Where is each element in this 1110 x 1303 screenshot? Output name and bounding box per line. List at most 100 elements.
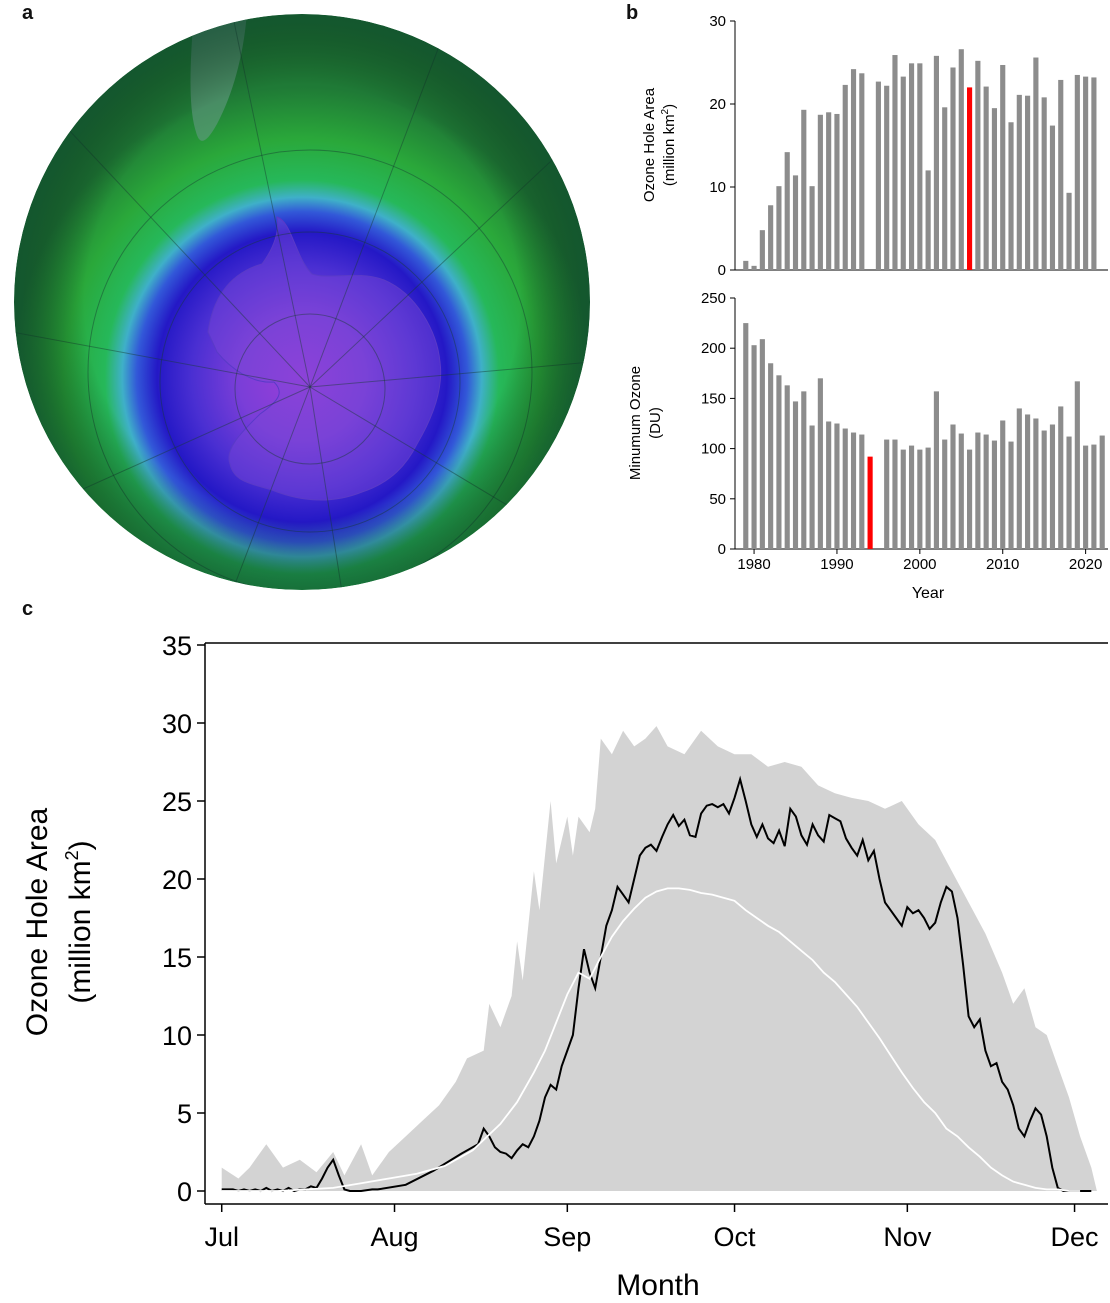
bar-2016: [1049, 125, 1056, 270]
bar-1979: [743, 323, 749, 549]
bar-1985: [792, 401, 799, 549]
y-tick-label: 30: [162, 709, 192, 739]
bar-1991: [842, 84, 848, 270]
bar-1988: [817, 114, 823, 270]
bar-2006: [967, 87, 973, 271]
bar-1983: [776, 186, 782, 270]
x-tick-label: Nov: [883, 1222, 932, 1252]
bar-2007: [975, 432, 981, 549]
bar-1995: [875, 81, 881, 270]
b-top-chart: 0 10 20 30 Ozone Hole Area (million km2): [641, 13, 1108, 279]
c-ylabel: Ozone Hole Area: [21, 807, 54, 1036]
y-tick-label: 0: [718, 262, 726, 279]
series-line-white: [221, 887, 1081, 1192]
bar-2004: [950, 67, 956, 270]
y-tick-label: 30: [709, 13, 726, 30]
c-xlabel: Month: [616, 1269, 699, 1302]
bar-1993: [859, 434, 865, 549]
bar-2014: [1033, 57, 1039, 270]
bar-1985: [792, 175, 799, 270]
bar-2001: [925, 447, 931, 549]
bar-1981: [759, 339, 765, 549]
bar-1997: [892, 55, 898, 270]
bar-1996: [884, 85, 890, 271]
x-tick-label: Dec: [1051, 1222, 1099, 1252]
bar-2019: [1074, 381, 1080, 549]
y-tick-label: 0: [177, 1177, 192, 1207]
panel-label-a: a: [22, 2, 34, 24]
bar-1982: [768, 363, 774, 549]
bar-1998: [900, 449, 906, 549]
y-tick-label: 150: [701, 390, 726, 407]
bar-1984: [784, 152, 790, 270]
bar-2007: [975, 60, 981, 271]
bar-1987: [809, 186, 815, 270]
y-tick-label: 35: [162, 631, 192, 661]
bar-2020: [1083, 445, 1089, 549]
b-top-ylabel-unit: (million km2): [660, 104, 678, 186]
x-tick-label: Sep: [543, 1222, 591, 1252]
y-tick-label: 10: [162, 1021, 192, 1051]
bar-2019: [1074, 74, 1080, 270]
x-tick-label: Aug: [370, 1222, 418, 1252]
bar-2009: [991, 108, 998, 271]
bar-2008: [983, 86, 989, 270]
bar-1989: [826, 421, 832, 549]
panel-label-c: c: [22, 598, 34, 620]
y-tick-label: 20: [162, 865, 192, 895]
x-tick-label: 1990: [820, 556, 853, 573]
y-tick-label: 5: [177, 1099, 192, 1129]
x-tick-label: 2000: [903, 556, 936, 573]
bar-1999: [908, 445, 915, 549]
bar-1986: [801, 391, 807, 549]
bar-2005: [958, 49, 964, 270]
b-bottom-chart: 0 50 100 150 200 250 1980 1990 2000 2010 2020 Min…: [627, 290, 1108, 602]
y-tick-label: 200: [701, 340, 726, 357]
bar-2000: [917, 449, 923, 549]
bar-1986: [801, 109, 807, 270]
panel-label-b: b: [626, 2, 639, 24]
bar-2000: [917, 63, 923, 270]
bar-2022: [1099, 435, 1105, 549]
bar-2013: [1025, 95, 1031, 270]
bar-1999: [908, 63, 915, 270]
bar-2021: [1091, 77, 1097, 270]
bar-1983: [776, 375, 782, 549]
bar-1979: [743, 260, 749, 270]
bar-2010: [1000, 420, 1006, 549]
bar-1984: [784, 385, 790, 549]
bar-1990: [834, 423, 840, 549]
y-tick-label: 0: [718, 541, 726, 558]
series-line-black: [221, 775, 1092, 1193]
bar-2004: [950, 424, 956, 549]
bar-1993: [859, 73, 865, 270]
b-bottom-xlabel: Year: [912, 585, 945, 602]
bar-2011: [1008, 441, 1014, 549]
bar-2013: [1025, 414, 1031, 549]
bar-2005: [958, 433, 964, 549]
x-tick-label: 2020: [1069, 556, 1102, 573]
x-tick-label: Oct: [714, 1222, 757, 1252]
bar-1980: [751, 265, 757, 270]
bar-2017: [1058, 79, 1064, 271]
bar-1987: [809, 425, 815, 549]
y-tick-label: 50: [709, 491, 726, 508]
bar-1997: [892, 439, 898, 549]
b-bottom-ylabel: Minumum Ozone: [627, 366, 644, 480]
y-tick-label: 250: [701, 290, 726, 307]
bar-2012: [1016, 408, 1022, 549]
bar-2009: [991, 440, 998, 549]
range-area: [221, 726, 1097, 1191]
y-tick-label: 10: [709, 179, 726, 196]
bar-2002: [933, 55, 939, 270]
bar-1996: [884, 439, 890, 549]
bar-2006: [967, 449, 973, 549]
bar-2008: [983, 434, 989, 549]
bar-1994: [867, 456, 873, 549]
bar-2016: [1049, 424, 1056, 549]
bar-2018: [1066, 436, 1072, 549]
bar-1991: [842, 428, 848, 549]
y-tick-label: 15: [162, 943, 192, 973]
bar-2015: [1041, 97, 1047, 270]
